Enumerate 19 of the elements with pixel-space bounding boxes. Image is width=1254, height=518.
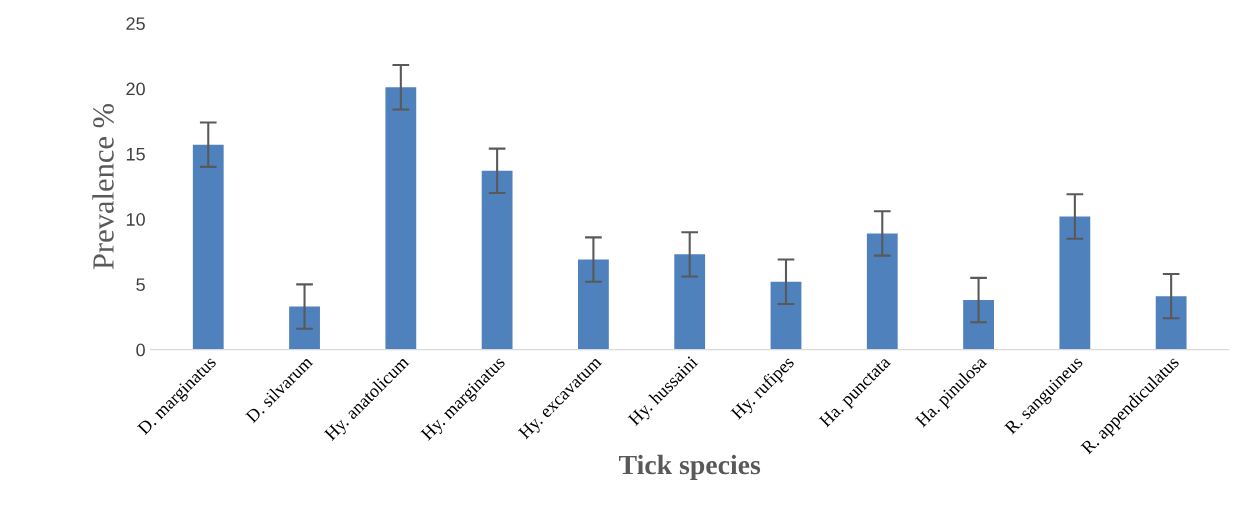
bar <box>192 144 224 350</box>
y-tick-label: 20 <box>126 82 145 96</box>
bar <box>1155 296 1187 350</box>
bar <box>578 259 609 350</box>
bar <box>385 87 417 350</box>
bar <box>770 281 802 350</box>
bar <box>674 254 706 350</box>
y-tick-label: 5 <box>136 278 145 292</box>
y-tick-label: 0 <box>136 343 145 357</box>
y-tick-label: 10 <box>126 213 145 226</box>
y-tick-label: 25 <box>126 17 145 31</box>
bar <box>289 306 320 350</box>
y-tick-label: 15 <box>126 147 145 161</box>
bar <box>481 170 513 350</box>
y-axis-title: Prevalence % <box>92 103 114 270</box>
bar <box>963 300 994 350</box>
x-axis-title: Tick species <box>619 454 761 480</box>
bar <box>1059 216 1091 350</box>
bar <box>866 233 898 350</box>
